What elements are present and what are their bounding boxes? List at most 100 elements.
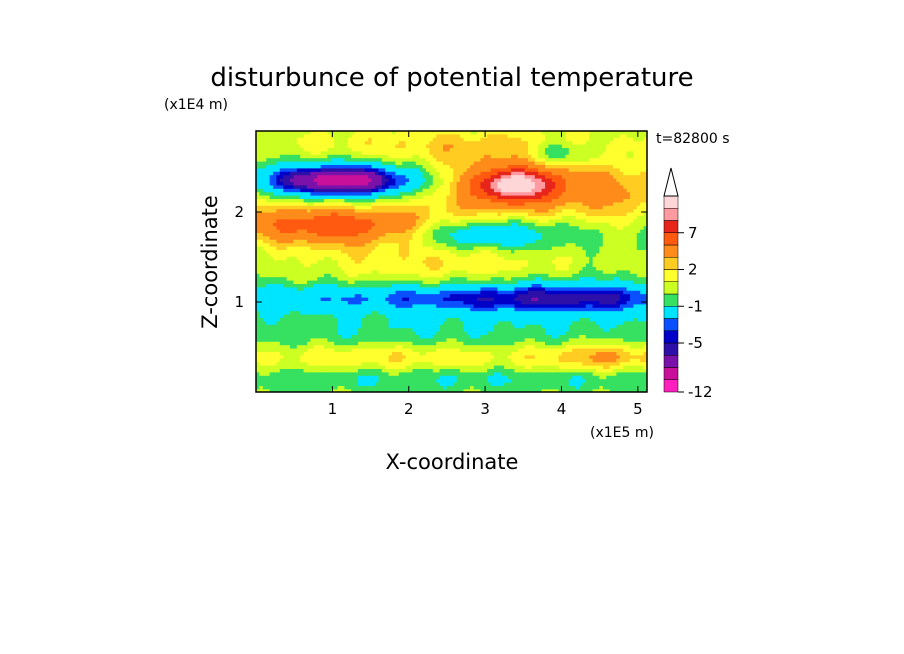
- contour-cell: [392, 216, 396, 220]
- contour-cell: [507, 182, 512, 186]
- contour-cell: [398, 134, 403, 139]
- contour-cell: [395, 165, 400, 169]
- contour-cell: [575, 273, 580, 278]
- contour-cell: [568, 199, 573, 203]
- contour-cell: [494, 239, 498, 244]
- contour-cell: [551, 202, 556, 207]
- contour-cell: [477, 260, 481, 264]
- contour-cell: [589, 222, 593, 227]
- contour-cell: [538, 188, 542, 193]
- contour-cell: [436, 188, 440, 193]
- contour-cell: [269, 267, 274, 271]
- contour-cell: [497, 263, 502, 268]
- contour-cell: [534, 233, 539, 237]
- contour-cell: [371, 250, 376, 254]
- contour-cell: [426, 256, 430, 261]
- contour-cell: [378, 151, 383, 156]
- contour-cell: [606, 182, 610, 186]
- contour-cell: [643, 178, 647, 183]
- contour-cell: [548, 151, 553, 156]
- contour-cell: [596, 199, 600, 203]
- contour-cell: [405, 202, 410, 207]
- contour-cell: [582, 233, 587, 237]
- contour-cell: [269, 243, 274, 247]
- contour-cell: [582, 212, 587, 217]
- contour-cell: [436, 267, 440, 271]
- contour-cell: [575, 185, 580, 190]
- contour-cell: [565, 219, 570, 224]
- contour-cell: [409, 171, 413, 176]
- contour-cell: [636, 253, 641, 258]
- contour-cell: [296, 188, 301, 193]
- contour-cell: [283, 182, 287, 186]
- contour-cell: [633, 185, 638, 190]
- contour-cell: [262, 144, 267, 149]
- contour-cell: [473, 141, 478, 145]
- contour-cell: [599, 202, 604, 207]
- contour-cell: [402, 158, 406, 162]
- contour-cell: [613, 267, 617, 271]
- contour-cell: [364, 273, 369, 278]
- contour-cell: [562, 144, 566, 149]
- contour-cell: [432, 212, 437, 217]
- contour-cell: [388, 151, 393, 156]
- contour-cell: [269, 277, 274, 281]
- contour-cell: [538, 253, 542, 258]
- contour-cell: [602, 144, 607, 149]
- contour-cell: [626, 148, 631, 152]
- contour-cell: [477, 175, 481, 179]
- contour-cell: [592, 137, 597, 142]
- contour-cell: [334, 250, 338, 254]
- contour-cell: [358, 246, 362, 251]
- contour-cell: [259, 137, 264, 142]
- contour-cell: [303, 182, 308, 186]
- contour-cell: [341, 188, 345, 193]
- contour-cell: [521, 192, 525, 196]
- contour-cell: [293, 188, 298, 193]
- contour-cell: [432, 148, 437, 152]
- contour-cell: [388, 209, 393, 213]
- contour-cell: [426, 222, 430, 227]
- contour-cell: [592, 188, 597, 193]
- contour-cell: [558, 195, 563, 200]
- contour-cell: [381, 263, 386, 268]
- contour-cell: [500, 256, 505, 261]
- contour-cell: [623, 219, 627, 224]
- contour-cell: [466, 226, 471, 230]
- contour-cell: [432, 219, 437, 224]
- contour-cell: [636, 148, 641, 152]
- contour-cell: [286, 250, 291, 254]
- contour-cell: [463, 267, 468, 271]
- contour-cell: [266, 233, 270, 237]
- contour-cell: [541, 243, 546, 247]
- contour-cell: [473, 233, 478, 237]
- contour-cell: [548, 250, 553, 254]
- contour-cell: [364, 260, 369, 264]
- contour-cell: [426, 171, 430, 176]
- contour-cell: [531, 246, 536, 251]
- contour-cell: [324, 256, 328, 261]
- contour-cell: [378, 171, 383, 176]
- contour-cell: [432, 263, 437, 268]
- contour-cell: [449, 243, 454, 247]
- contour-cell: [630, 168, 634, 173]
- contour-cell: [460, 165, 464, 169]
- contour-cell: [541, 165, 546, 169]
- contour-cell: [378, 195, 383, 200]
- contour-cell: [446, 192, 451, 196]
- contour-cell: [473, 226, 478, 230]
- contour-cell: [521, 165, 525, 169]
- contour-cell: [483, 199, 488, 203]
- contour-cell: [341, 192, 345, 196]
- contour-cell: [579, 185, 583, 190]
- contour-cell: [317, 212, 321, 217]
- contour-cell: [490, 202, 495, 207]
- contour-cell: [477, 205, 481, 210]
- contour-cell: [572, 158, 576, 162]
- contour-cell: [443, 236, 447, 241]
- contour-cell: [385, 188, 389, 193]
- contour-cell: [269, 178, 274, 183]
- contour-cell: [320, 165, 325, 169]
- contour-cell: [279, 154, 284, 159]
- contour-cell: [582, 137, 587, 142]
